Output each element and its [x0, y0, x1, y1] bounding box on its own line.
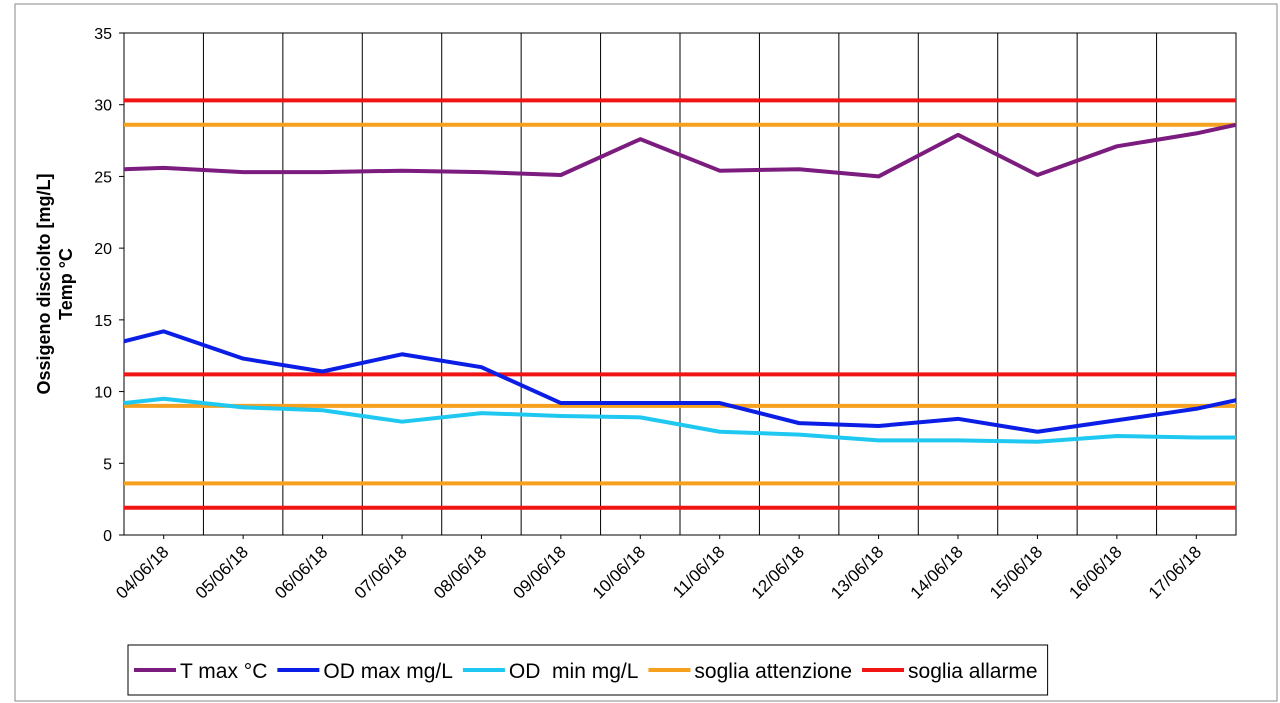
legend-label: soglia attenzione — [694, 660, 852, 683]
y-tick-label: 35 — [94, 26, 112, 43]
x-tick-label: 11/06/18 — [669, 542, 728, 601]
legend-label: OD min mg/L — [509, 660, 639, 683]
y-tick-label: 0 — [103, 528, 112, 545]
x-tick-label: 05/06/18 — [192, 542, 252, 602]
y-tick-label: 25 — [94, 169, 112, 186]
x-tick-label: 07/06/18 — [351, 542, 411, 602]
y-tick-label: 15 — [94, 313, 112, 330]
x-tick-label: 15/06/18 — [986, 542, 1046, 602]
x-tick-label: 08/06/18 — [430, 542, 490, 602]
y-tick-label: 10 — [94, 385, 112, 402]
legend-label: soglia allarme — [908, 660, 1038, 683]
data-line — [123, 329, 1237, 434]
legend-label: T max °C — [180, 660, 267, 683]
x-tick-label: 12/06/18 — [748, 542, 808, 602]
data-line — [123, 122, 1237, 179]
y-tick-label: 20 — [94, 241, 112, 258]
frame — [14, 3, 1278, 702]
x-tick-label: 16/06/18 — [1065, 542, 1125, 602]
x-tick-label: 06/06/18 — [271, 542, 331, 602]
y-tick-label: 5 — [103, 456, 112, 473]
x-tick-label: 17/06/18 — [1145, 542, 1205, 602]
x-tick-label: 09/06/18 — [509, 542, 569, 602]
x-tick-label: 13/06/18 — [827, 542, 887, 602]
legend: T max °C OD max mg/L OD min mg/L soglia att… — [127, 644, 1049, 696]
y-axis-label: Ossigeno disciolto [mg/L] — [34, 173, 54, 394]
y-axis-label: Temp °C — [56, 248, 76, 320]
x-tick-label: 04/06/18 — [112, 542, 172, 602]
data-line — [123, 396, 1236, 444]
y-tick-label: 30 — [94, 98, 112, 115]
x-tick-label: 10/06/18 — [589, 542, 649, 602]
x-tick-label: 14/06/18 — [907, 542, 967, 602]
legend-label: OD max mg/L — [323, 660, 453, 683]
